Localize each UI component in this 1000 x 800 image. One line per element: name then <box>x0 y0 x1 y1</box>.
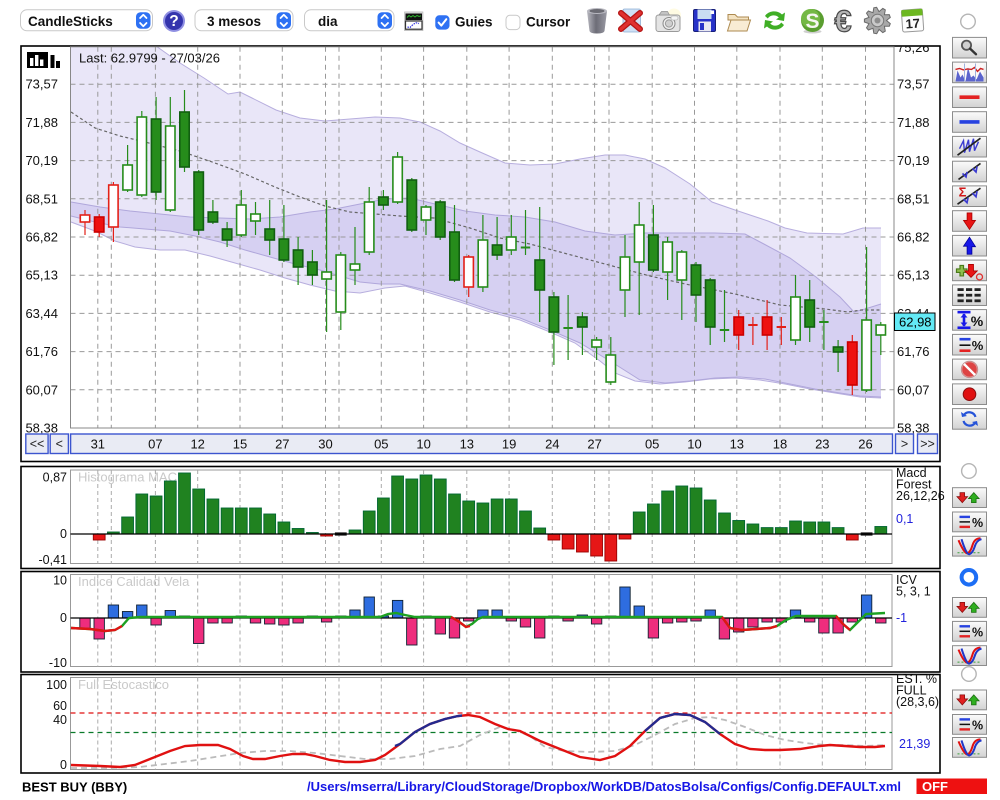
svg-text:65,13: 65,13 <box>897 268 930 283</box>
svg-text:19: 19 <box>502 437 516 452</box>
svg-text:70,19: 70,19 <box>25 153 58 168</box>
svg-text:-0,41: -0,41 <box>39 553 68 567</box>
svg-text:Full Estocastico: Full Estocastico <box>78 677 169 692</box>
svg-text:60: 60 <box>53 699 67 713</box>
svg-text:12: 12 <box>190 437 204 452</box>
svg-text:40: 40 <box>53 713 67 727</box>
svg-text:-10: -10 <box>49 656 67 670</box>
svg-text:Histograma MACD: Histograma MACD <box>78 470 186 485</box>
svg-text:Guies: Guies <box>455 15 493 30</box>
svg-text:?: ? <box>169 13 178 30</box>
svg-text:ICV: ICV <box>896 573 918 587</box>
svg-text:70,19: 70,19 <box>897 153 930 168</box>
svg-text:23: 23 <box>815 437 829 452</box>
svg-text:24: 24 <box>545 437 559 452</box>
svg-text:Indice Calidad Vela: Indice Calidad Vela <box>78 574 190 589</box>
svg-text:10: 10 <box>687 437 701 452</box>
svg-text:<: < <box>56 437 63 451</box>
svg-text:66,82: 66,82 <box>25 230 58 245</box>
svg-text:26,12,26: 26,12,26 <box>896 489 945 503</box>
svg-text:58,38: 58,38 <box>25 421 58 436</box>
svg-text:66,82: 66,82 <box>897 230 930 245</box>
svg-text:68,51: 68,51 <box>897 191 930 206</box>
svg-text:(28,3,6): (28,3,6) <box>896 695 939 709</box>
svg-text:Last: 62.9799 - 27/03/26: Last: 62.9799 - 27/03/26 <box>79 51 220 66</box>
svg-text:/Users/mserra/Library/CloudSto: /Users/mserra/Library/CloudStorage/Dropb… <box>307 779 901 794</box>
svg-text:>>: >> <box>920 437 935 451</box>
svg-text:27: 27 <box>587 437 601 452</box>
svg-text:13: 13 <box>730 437 744 452</box>
svg-text:15: 15 <box>233 437 247 452</box>
svg-text:10: 10 <box>416 437 430 452</box>
svg-text:0: 0 <box>60 611 67 625</box>
svg-text:>: > <box>901 437 908 451</box>
svg-text:26: 26 <box>858 437 872 452</box>
svg-text:0,87: 0,87 <box>43 471 67 485</box>
svg-text:100: 100 <box>46 678 67 692</box>
svg-text:65,13: 65,13 <box>25 268 58 283</box>
svg-text:5, 3, 1: 5, 3, 1 <box>896 585 931 599</box>
svg-text:Forest: Forest <box>896 478 932 492</box>
svg-text:0: 0 <box>60 758 67 772</box>
svg-text:%: % <box>972 718 983 732</box>
svg-text:75,26: 75,26 <box>897 40 930 55</box>
svg-text:Σ: Σ <box>959 185 967 200</box>
svg-text:-1: -1 <box>896 611 907 625</box>
svg-text:60,07: 60,07 <box>25 382 58 397</box>
svg-text:13: 13 <box>460 437 474 452</box>
svg-text:18: 18 <box>773 437 787 452</box>
svg-text:30: 30 <box>318 437 332 452</box>
svg-text:OFF: OFF <box>922 779 948 794</box>
svg-text:%: % <box>972 516 983 530</box>
svg-text:73,57: 73,57 <box>897 77 930 92</box>
svg-text:61,76: 61,76 <box>897 344 930 359</box>
svg-text:S: S <box>805 10 819 33</box>
svg-text:%: % <box>972 625 983 639</box>
svg-text:%: % <box>972 338 984 353</box>
svg-text:10: 10 <box>53 574 67 588</box>
svg-text:71,88: 71,88 <box>897 115 930 130</box>
svg-text:%: % <box>971 313 984 329</box>
svg-text:07: 07 <box>148 437 162 452</box>
svg-text:63,44: 63,44 <box>25 306 58 321</box>
svg-text:17: 17 <box>905 15 920 31</box>
svg-text:61,76: 61,76 <box>25 344 58 359</box>
svg-text:31: 31 <box>91 437 105 452</box>
svg-text:05: 05 <box>374 437 388 452</box>
svg-text:CandleSticks: CandleSticks <box>28 14 113 29</box>
svg-text:05: 05 <box>645 437 659 452</box>
svg-text:3 mesos: 3 mesos <box>207 14 261 29</box>
svg-text:Cursor: Cursor <box>526 15 571 30</box>
svg-text:21,39: 21,39 <box>899 737 930 751</box>
svg-text:60,07: 60,07 <box>897 382 930 397</box>
svg-text:<<: << <box>30 437 45 451</box>
svg-text:71,88: 71,88 <box>25 115 58 130</box>
svg-text:EST. %: EST. % <box>896 672 937 686</box>
svg-text:68,51: 68,51 <box>25 191 58 206</box>
svg-text:58,38: 58,38 <box>897 421 930 436</box>
svg-text:Macd: Macd <box>896 466 927 480</box>
svg-text:0: 0 <box>60 527 67 541</box>
svg-text:FULL: FULL <box>896 684 927 698</box>
svg-text:dia: dia <box>318 14 338 29</box>
svg-text:73,57: 73,57 <box>25 77 58 92</box>
svg-text:0,1: 0,1 <box>896 512 913 526</box>
svg-text:62,98: 62,98 <box>899 315 932 330</box>
svg-text:BEST BUY (BBY): BEST BUY (BBY) <box>22 780 127 795</box>
svg-text:€: € <box>834 4 851 39</box>
svg-text:27: 27 <box>275 437 289 452</box>
